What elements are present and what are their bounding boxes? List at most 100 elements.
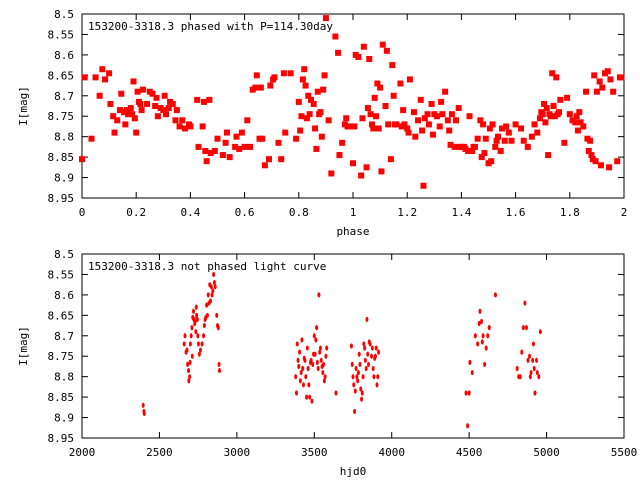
x-tick-label: 2 xyxy=(621,206,628,219)
data-point xyxy=(377,84,384,91)
data-point xyxy=(252,84,259,91)
data-point xyxy=(328,170,335,177)
data-point xyxy=(309,357,313,363)
data-point xyxy=(211,288,215,294)
data-point xyxy=(451,143,458,150)
data-point xyxy=(561,139,568,146)
data-point xyxy=(165,105,172,112)
data-point xyxy=(336,152,343,159)
data-point xyxy=(351,374,355,380)
data-point xyxy=(299,369,303,376)
data-point xyxy=(297,127,304,134)
data-point xyxy=(412,133,419,140)
data-point xyxy=(484,345,488,351)
data-point xyxy=(307,96,314,103)
data-point xyxy=(125,111,132,118)
data-point xyxy=(129,111,136,118)
data-point xyxy=(196,341,200,347)
data-point xyxy=(532,365,536,372)
x-tick-label: 0.4 xyxy=(180,206,200,219)
data-point xyxy=(123,107,130,114)
data-point xyxy=(374,345,378,351)
data-point xyxy=(405,129,412,136)
data-point xyxy=(417,96,424,103)
data-point xyxy=(321,72,328,79)
data-point xyxy=(312,125,319,132)
y-tick-label: 8.85 xyxy=(48,151,75,164)
data-point xyxy=(523,300,527,306)
data-point xyxy=(389,62,396,69)
data-point xyxy=(455,105,462,112)
data-point xyxy=(353,408,357,415)
data-point xyxy=(361,374,365,380)
data-point xyxy=(566,111,573,118)
data-point xyxy=(198,347,202,353)
data-point xyxy=(99,66,106,73)
data-point xyxy=(298,349,302,355)
data-point xyxy=(241,143,248,150)
data-point xyxy=(597,162,604,169)
data-point xyxy=(355,374,359,380)
data-point xyxy=(173,107,180,114)
data-point xyxy=(487,325,491,331)
x-axis-title: hjd0 xyxy=(340,465,367,478)
data-point xyxy=(92,74,99,81)
data-point xyxy=(452,117,459,124)
data-point xyxy=(195,143,202,150)
data-point xyxy=(211,147,218,154)
data-point xyxy=(387,156,394,163)
data-point xyxy=(267,82,274,89)
data-point xyxy=(373,113,380,120)
data-point xyxy=(110,113,117,120)
data-point xyxy=(476,341,480,347)
data-point xyxy=(352,382,356,388)
y-tick-label: 8.7 xyxy=(54,330,74,343)
data-point xyxy=(477,117,484,124)
data-point xyxy=(310,100,317,107)
data-point xyxy=(325,345,329,351)
data-point xyxy=(503,123,510,130)
data-point xyxy=(197,351,201,357)
plot-frame xyxy=(81,253,625,439)
data-point xyxy=(366,55,373,62)
x-tick-label: 4500 xyxy=(456,446,483,459)
data-point xyxy=(305,394,309,400)
data-point xyxy=(379,41,386,48)
data-point xyxy=(425,121,432,128)
data-point xyxy=(130,78,137,85)
data-point xyxy=(305,345,309,351)
data-point xyxy=(335,49,342,56)
data-point xyxy=(306,365,310,372)
data-point xyxy=(218,367,222,374)
y-tick-label: 8.55 xyxy=(48,28,75,41)
data-point xyxy=(183,333,187,339)
data-point xyxy=(304,374,308,380)
data-point xyxy=(118,90,125,97)
data-point xyxy=(518,374,522,380)
data-point xyxy=(370,345,374,351)
data-point xyxy=(363,345,367,351)
data-point xyxy=(481,150,488,157)
data-point xyxy=(354,365,358,372)
data-point xyxy=(169,100,176,107)
data-point xyxy=(360,390,364,396)
data-point xyxy=(375,125,382,132)
data-point xyxy=(499,125,506,132)
data-point xyxy=(553,74,560,81)
data-point xyxy=(161,92,168,99)
data-point xyxy=(188,374,192,380)
data-point xyxy=(350,160,356,167)
data-point xyxy=(436,123,443,130)
data-point xyxy=(376,374,380,380)
data-point xyxy=(480,318,484,325)
data-point xyxy=(406,76,413,83)
data-point xyxy=(494,133,501,140)
data-point xyxy=(325,117,332,124)
data-point xyxy=(202,147,209,154)
data-point xyxy=(295,98,302,105)
data-point xyxy=(202,322,206,329)
data-point xyxy=(531,357,535,363)
data-point xyxy=(401,121,408,128)
y-tick-label: 8.9 xyxy=(54,172,74,185)
